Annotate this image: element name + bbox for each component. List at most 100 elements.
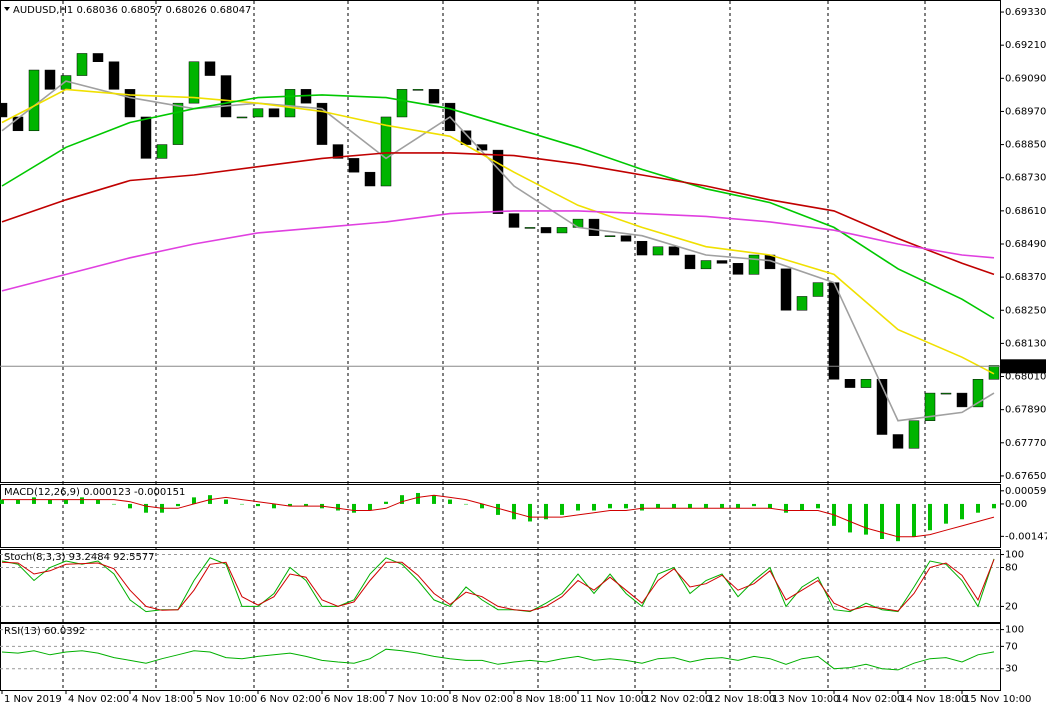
candle	[796, 296, 808, 311]
macd-signal	[2, 494, 995, 538]
candle	[812, 282, 824, 297]
y-tick-label: 70	[1005, 641, 1018, 652]
candle	[396, 89, 408, 118]
macd-bar	[784, 503, 788, 513]
macd-bar	[928, 503, 932, 531]
candle	[236, 116, 248, 119]
macd-bar	[144, 503, 148, 513]
price-pane	[0, 0, 1001, 483]
candle	[92, 53, 104, 62]
macd-bar	[816, 503, 820, 509]
y-tick-label: 0.68970	[1005, 106, 1046, 117]
x-tick-label: 12 Nov 18:00	[708, 694, 775, 705]
macd-bar	[864, 503, 868, 535]
y-tick-label: 0.69330	[1005, 7, 1046, 18]
macd-bar	[624, 503, 628, 509]
candle	[140, 116, 152, 159]
x-tick-label: 14 Nov 02:00	[836, 694, 903, 705]
macd-bar	[272, 503, 276, 509]
last-price-label: 0.68047	[1004, 361, 1045, 372]
candle	[876, 379, 888, 435]
candle	[364, 171, 376, 187]
macd-bar	[976, 503, 980, 513]
y-tick-label: 0.69210	[1005, 40, 1046, 51]
y-tick-label: 0.00	[1005, 499, 1027, 510]
moving-average	[1, 210, 995, 292]
macd-bar	[16, 499, 20, 504]
x-tick-label: 6 Nov 02:00	[260, 694, 321, 705]
macd-bar	[736, 503, 740, 509]
y-tick-label: 0.68610	[1005, 206, 1046, 217]
candle	[780, 268, 792, 311]
macd-bar	[224, 499, 228, 504]
candle	[108, 61, 120, 90]
y-tick-label: 80	[1005, 563, 1018, 574]
stoch-pane	[0, 549, 1001, 623]
macd-bar	[176, 503, 180, 507]
macd-bar	[480, 503, 484, 509]
candle	[652, 246, 664, 256]
macd-bar	[640, 503, 644, 511]
candle	[556, 227, 568, 234]
candle	[636, 240, 648, 256]
y-tick-label: 0.68850	[1005, 140, 1046, 151]
indicator-title: MACD(12,26,9) 0.000123 -0.000151	[4, 487, 185, 498]
macd-bar	[240, 503, 244, 505]
candle	[412, 89, 424, 91]
candle	[172, 102, 184, 145]
candle	[524, 227, 536, 229]
macd-bar	[48, 499, 52, 504]
x-tick-label: 7 Nov 10:00	[388, 694, 449, 705]
macd-bar	[432, 495, 436, 504]
macd-bar	[528, 503, 532, 522]
macd-bar	[512, 503, 516, 520]
y-tick-label: 0.67770	[1005, 438, 1046, 449]
macd-bar	[96, 499, 100, 504]
y-tick-label: 0.68010	[1005, 372, 1046, 383]
y-tick-label: 100	[1005, 550, 1024, 561]
candle	[284, 89, 296, 118]
x-tick-label: 4 Nov 02:00	[68, 694, 129, 705]
x-tick-label: 1 Nov 2019	[4, 694, 62, 705]
macd-bar	[368, 503, 372, 511]
macd-bar	[544, 503, 548, 520]
macd-bar	[688, 503, 692, 509]
macd-bar	[352, 503, 356, 513]
candle	[604, 235, 616, 237]
x-tick-label: 4 Nov 18:00	[132, 694, 193, 705]
candle	[828, 282, 840, 380]
y-tick-label: 20	[1005, 601, 1018, 612]
macd-bar	[592, 503, 596, 511]
moving-average	[1, 152, 995, 276]
macd-bar	[304, 503, 308, 507]
moving-average	[1, 88, 995, 375]
indicator-line	[1, 559, 995, 612]
macd-bar	[720, 503, 724, 509]
moving-average	[1, 94, 995, 320]
candle	[316, 102, 328, 145]
indicator-line	[1, 557, 995, 613]
macd-bar	[288, 503, 292, 507]
candle	[348, 158, 360, 173]
x-tick-label: 8 Nov 18:00	[516, 694, 577, 705]
candle	[124, 89, 136, 118]
candle	[748, 254, 760, 275]
candle	[588, 218, 600, 236]
candle	[188, 61, 200, 104]
indicator-title: Stoch(8,3,3) 93.2484 92.5577	[4, 552, 155, 563]
macd-bar	[880, 503, 884, 540]
rsi-pane	[0, 623, 1001, 691]
x-tick-label: 12 Nov 02:00	[644, 694, 711, 705]
candle	[220, 75, 232, 118]
macd-bar	[416, 492, 420, 504]
macd-bar	[912, 503, 916, 537]
y-tick-label: 0.68370	[1005, 272, 1046, 283]
candle	[700, 260, 712, 270]
macd-bar	[32, 497, 36, 504]
candle	[204, 61, 216, 76]
macd-bar	[944, 503, 948, 524]
macd-bar	[384, 501, 388, 504]
macd-bar	[192, 497, 196, 504]
last-price-box	[1000, 359, 1046, 374]
candle	[540, 227, 552, 234]
